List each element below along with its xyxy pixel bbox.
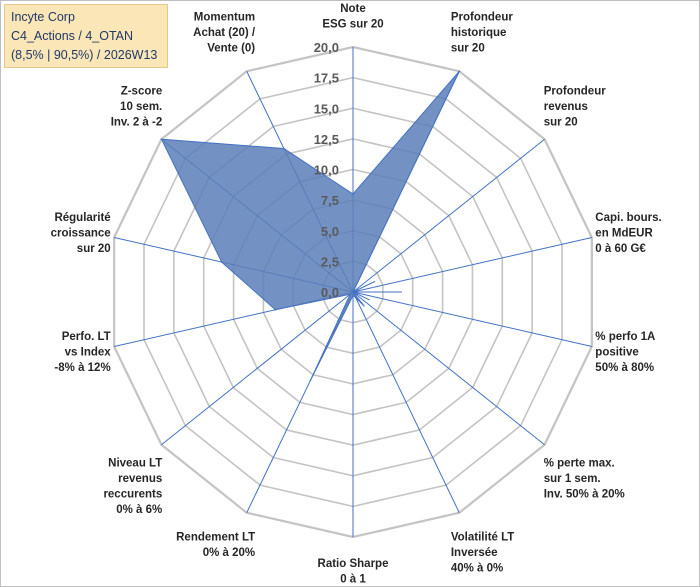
axis-label-line: positive <box>595 346 638 358</box>
data-point <box>352 294 354 297</box>
axis-label: Note ESG sur 20 <box>322 3 383 31</box>
axis-label-line: Ratio Sharpe <box>318 558 389 570</box>
data-point <box>160 138 163 141</box>
axis-label: Régularité croissance sur 20 <box>51 212 111 255</box>
axis-label-line: 40% à 0% <box>451 563 503 575</box>
axis-spoke <box>352 291 545 446</box>
axis-label-line: 0% à 6% <box>116 504 162 516</box>
axis-label-line: -8% à 12% <box>54 362 110 374</box>
axis-spoke <box>352 138 545 293</box>
axis-label-line: Volatilité LT <box>451 532 514 544</box>
score-week: (8,5% | 90,5%) / 2026W13 <box>11 48 158 62</box>
axis-label: Momentum Achat (20) / Vente (0) <box>193 11 256 54</box>
tick-label: 2,5 <box>321 254 339 269</box>
axis-label: Ratio Sharpe 0 à 1 <box>318 558 389 586</box>
axis-label-line: Inv. 50% à 20% <box>544 488 625 500</box>
axis-label: Niveau LT revenus reccurents 0% à 6% <box>103 457 162 516</box>
axis-spoke <box>352 291 592 348</box>
axis-label-line: Profondeur <box>544 86 606 98</box>
axis-label-line: Profondeur <box>451 11 513 23</box>
axis-label-line: Rendement LT <box>176 532 255 544</box>
axis-label-line: Momentum <box>194 11 255 23</box>
axis-label-line: vs Index <box>65 346 112 358</box>
data-point <box>274 308 277 311</box>
tick-label: 10,0 <box>314 163 339 178</box>
axis-label-line: en MdEUR <box>595 228 653 240</box>
company-name: Incyte Corp <box>11 10 75 24</box>
data-point <box>354 296 357 299</box>
data-point <box>349 293 351 296</box>
data-point <box>458 70 461 73</box>
axis-label-line: 0 à 1 <box>340 574 366 586</box>
tick-label: 5,0 <box>321 224 339 239</box>
axis-label-line: croissance <box>51 228 111 240</box>
tick-label: 7,5 <box>321 193 339 208</box>
axis-label: Z-score 10 sem. Inv. 2 à -2 <box>111 86 163 129</box>
axis-label-line: sur 20 <box>544 117 578 129</box>
axis-label-line: reccurents <box>103 488 162 500</box>
portfolio-name: C4_Actions / 4_OTAN <box>11 29 134 43</box>
axis-label-line: ESG sur 20 <box>322 19 383 31</box>
tick-label: 17,5 <box>314 71 339 86</box>
axis-label: Rendement LT 0% à 20% <box>176 532 255 560</box>
radar-axis-labels: Note ESG sur 20 Profondeur historique sur 20… <box>51 3 662 586</box>
axis-label-line: Perfo. LT <box>62 331 111 343</box>
data-point <box>309 379 312 382</box>
axis-label-line: Inversée <box>451 547 498 559</box>
axis-label-line: Vente (0) <box>207 42 255 54</box>
axis-label: Volatilité LT Inversée 40% à 0% <box>451 532 514 575</box>
tick-label: 0,0 <box>321 285 339 300</box>
data-point <box>352 193 354 195</box>
axis-label-line: revenus <box>118 473 162 485</box>
axis-label-line: 50% à 80% <box>595 362 654 374</box>
axis-label-line: Capi. bours. <box>595 212 661 224</box>
axis-label: Capi. bours. en MdEUR 0 à 60 G€ <box>595 212 661 255</box>
axis-label-line: 0% à 20% <box>203 547 255 559</box>
tick-label: 20,0 <box>314 40 339 55</box>
axis-label-line: Achat (20) / <box>193 27 256 39</box>
axis-label-line: sur 1 sem. <box>544 473 601 485</box>
data-point <box>352 291 354 293</box>
axis-label-line: Note <box>340 3 366 15</box>
radar-tick-labels: 0,0 2,5 5,0 7,5 10,0 12,5 15,0 17,5 20,0 <box>314 40 339 300</box>
data-point <box>220 261 223 263</box>
axis-label-line: Régularité <box>54 212 110 224</box>
axis-label: Profondeur revenus sur 20 <box>544 86 606 129</box>
axis-label-line: % perte max. <box>544 457 615 469</box>
axis-label: % perfo 1A positive 50% à 80% <box>595 331 655 374</box>
axis-label-line: Niveau LT <box>108 457 162 469</box>
axis-label-line: historique <box>451 27 507 39</box>
axis-label: Perfo. LT vs Index -8% à 12% <box>54 331 111 374</box>
tick-label: 15,0 <box>314 101 339 116</box>
axis-label-line: sur 20 <box>451 42 485 54</box>
axis-spoke <box>352 236 592 293</box>
title-box: Incyte Corp C4_Actions / 4_OTAN (8,5% | … <box>4 4 168 68</box>
tick-label: 12,5 <box>314 132 339 147</box>
axis-label-line: sur 20 <box>77 243 111 255</box>
radar-series <box>160 70 461 382</box>
axis-label-line: 0 à 60 G€ <box>595 243 646 255</box>
axis-label: Profondeur historique sur 20 <box>451 11 513 54</box>
axis-label-line: 10 sem. <box>120 101 162 113</box>
data-point <box>283 147 285 150</box>
axis-spoke <box>352 291 460 513</box>
axis-spoke <box>161 291 354 446</box>
axis-label-line: revenus <box>544 101 588 113</box>
axis-label-line: Inv. 2 à -2 <box>111 117 163 129</box>
axis-label-line: % perfo 1A <box>595 331 655 343</box>
axis-label: % perte max. sur 1 sem. Inv. 50% à 20% <box>544 457 625 500</box>
axis-label-line: Z-score <box>121 86 163 98</box>
